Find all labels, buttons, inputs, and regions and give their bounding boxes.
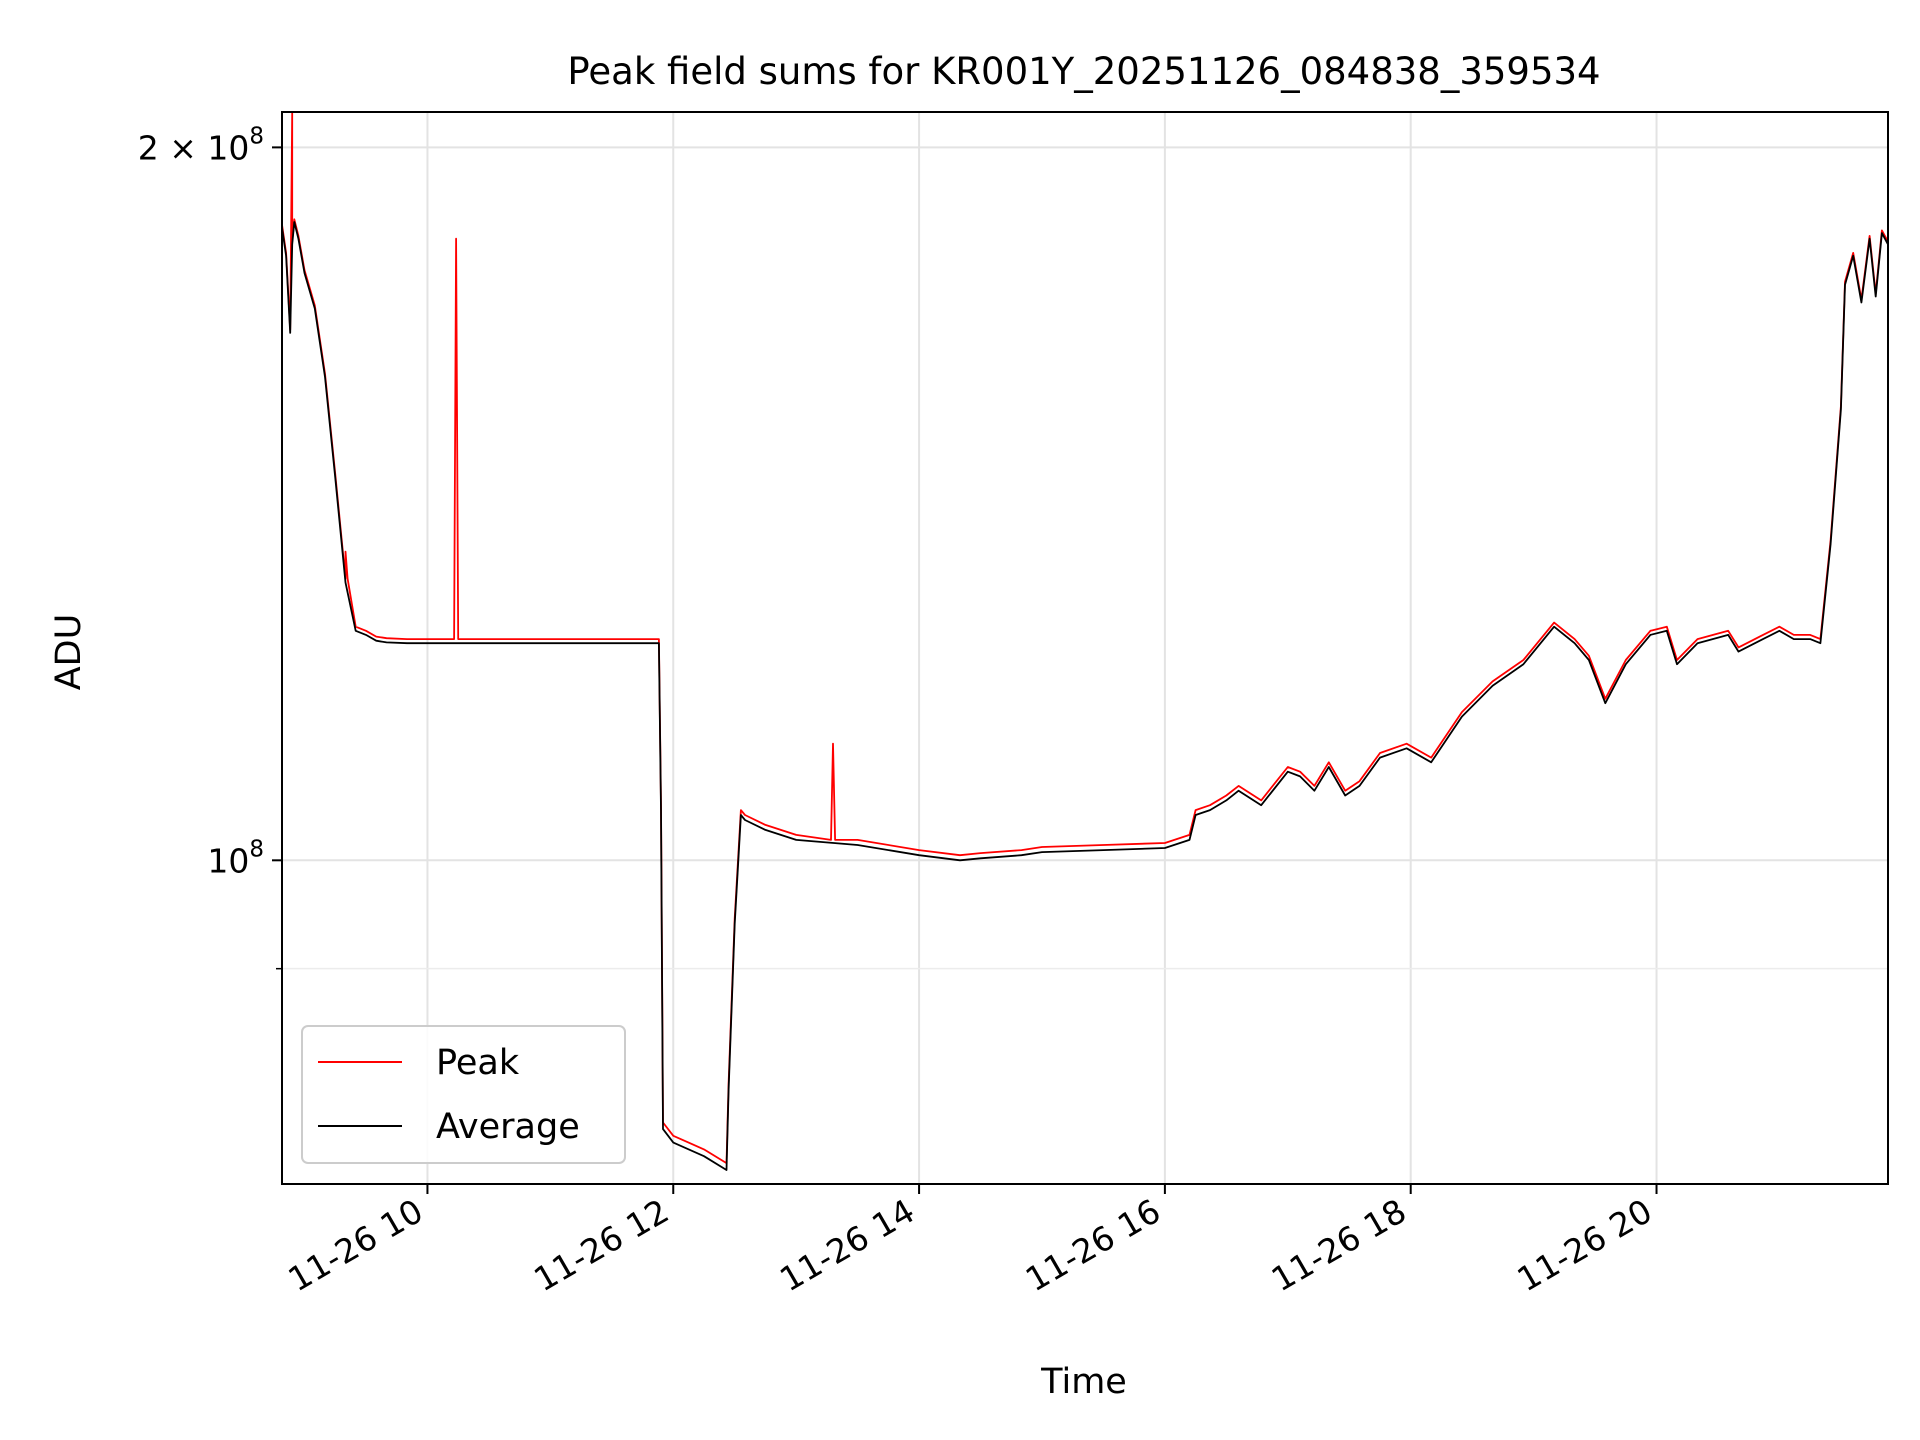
legend-label-peak: Peak bbox=[436, 1043, 520, 1083]
y-tick-label: 108 bbox=[207, 836, 264, 880]
series-layer bbox=[282, 112, 1888, 1171]
legend-label-average: Average bbox=[436, 1107, 580, 1147]
y-tick-base: 10 bbox=[207, 128, 249, 167]
y-tick-coefficient: 2 × bbox=[138, 128, 208, 167]
series-line-average bbox=[282, 221, 1888, 1171]
legend: Peak Average bbox=[301, 1025, 626, 1164]
x-axis-label: Time bbox=[1040, 1362, 1127, 1402]
y-axis-label: ADU bbox=[49, 614, 89, 691]
y-tick-label: 2 × 108 bbox=[138, 123, 264, 167]
series-line-peak bbox=[282, 112, 1888, 1164]
y-tick-exponent: 8 bbox=[249, 123, 264, 149]
chart-title: Peak field sums for KR001Y_20251126_0848… bbox=[567, 50, 1600, 93]
gridlines bbox=[282, 112, 1888, 1184]
plot-area-frame bbox=[281, 111, 1889, 1185]
legend-box bbox=[301, 1025, 626, 1164]
y-tick-exponent: 8 bbox=[249, 836, 264, 862]
y-tick-base: 10 bbox=[207, 841, 249, 880]
